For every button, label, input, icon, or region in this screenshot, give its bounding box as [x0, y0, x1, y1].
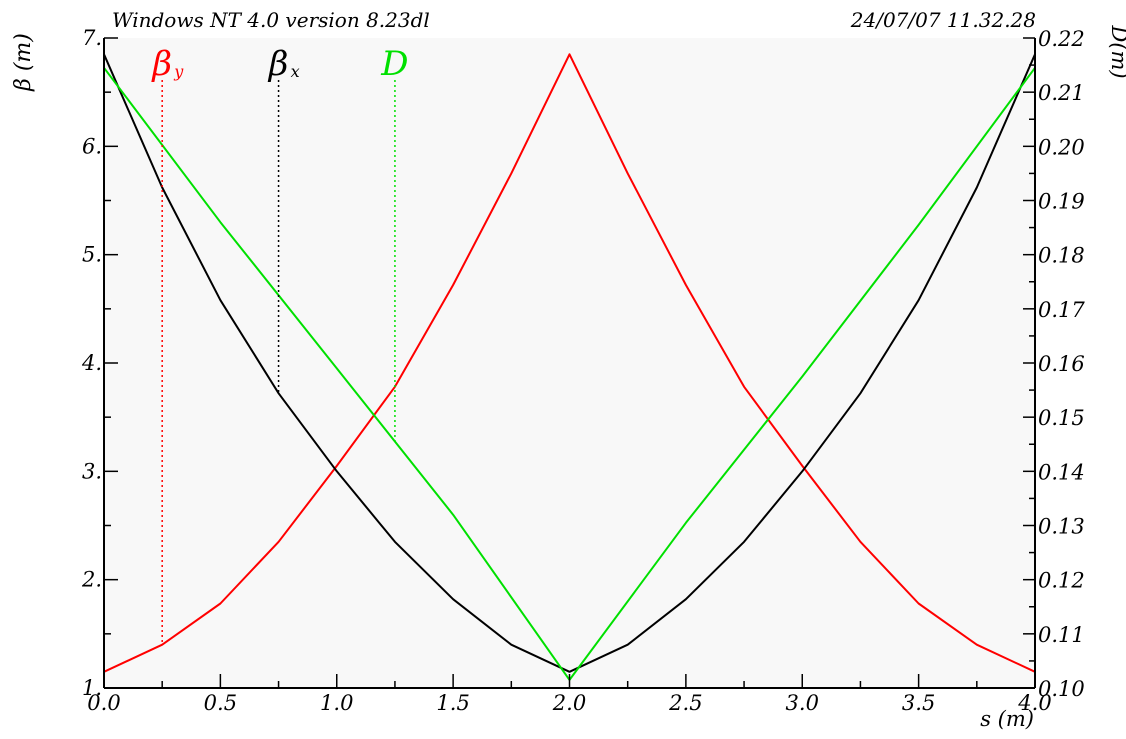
y-right-tick-label: 0.21 [1038, 81, 1085, 105]
y-left-tick-label: 6. [82, 134, 102, 158]
legend-label-subscript: x [291, 62, 300, 81]
y-right-tick-label: 0.15 [1038, 406, 1085, 430]
plot-area [104, 38, 1035, 688]
y-right-tick-label: 0.22 [1038, 27, 1085, 51]
y-left-tick-label: 4. [81, 351, 102, 375]
series-line-β-y [103, 53, 1036, 673]
y-left-tick-label: 1. [82, 676, 102, 700]
y-right-tick-label: 0.16 [1038, 352, 1085, 376]
y-right-tick-label: 0.10 [1038, 677, 1085, 701]
x-tick-label: 2.5 [668, 691, 702, 715]
header-left: Windows NT 4.0 version 8.23dl [112, 8, 430, 32]
x-tick-label: 0.0 [87, 691, 120, 715]
y-right-tick-label: 0.13 [1038, 515, 1085, 539]
x-tick-label: 3.0 [786, 691, 819, 715]
legend-label: β [150, 44, 172, 84]
x-tick-label: 1.5 [436, 691, 469, 715]
x-axis-label: s (m) [980, 707, 1034, 731]
left-axis-label: β (m) [11, 33, 36, 92]
x-tick-label: 2.0 [552, 691, 586, 715]
y-right-tick-label: 0.11 [1038, 623, 1085, 647]
legend-label: β [267, 44, 289, 84]
series-line-β-x [103, 53, 1036, 673]
x-tick-label: 0.5 [204, 691, 237, 715]
legend-label-subscript: y [173, 62, 184, 81]
x-tick-label: 1.0 [320, 691, 353, 715]
y-right-tick-label: 0.12 [1038, 569, 1085, 593]
y-right-tick-label: 0.18 [1038, 244, 1085, 268]
y-left-tick-label: 7. [82, 26, 102, 50]
header-right: 24/07/07 11.32.28 [850, 8, 1036, 32]
y-right-tick-label: 0.17 [1038, 298, 1085, 322]
y-right-tick-label: 0.20 [1038, 135, 1085, 159]
x-tick-label: 4.0 [1017, 691, 1051, 715]
y-left-tick-label: 5. [82, 243, 102, 267]
y-right-tick-label: 0.14 [1038, 460, 1085, 484]
legend-label: D [380, 44, 408, 84]
right-axis-label: D(m) [1107, 24, 1126, 78]
y-left-tick-label: 3. [82, 459, 102, 483]
y-left-tick-label: 2. [81, 568, 102, 592]
y-right-tick-label: 0.19 [1038, 190, 1085, 214]
ticks-layer: 0.0 0.5 1.0 1.5 2.0 2.5 3.0 3.5 4.0 1. 2. 3. 4. 5. 6. 7… [81, 26, 1085, 715]
x-tick-label: 3.5 [902, 691, 935, 715]
